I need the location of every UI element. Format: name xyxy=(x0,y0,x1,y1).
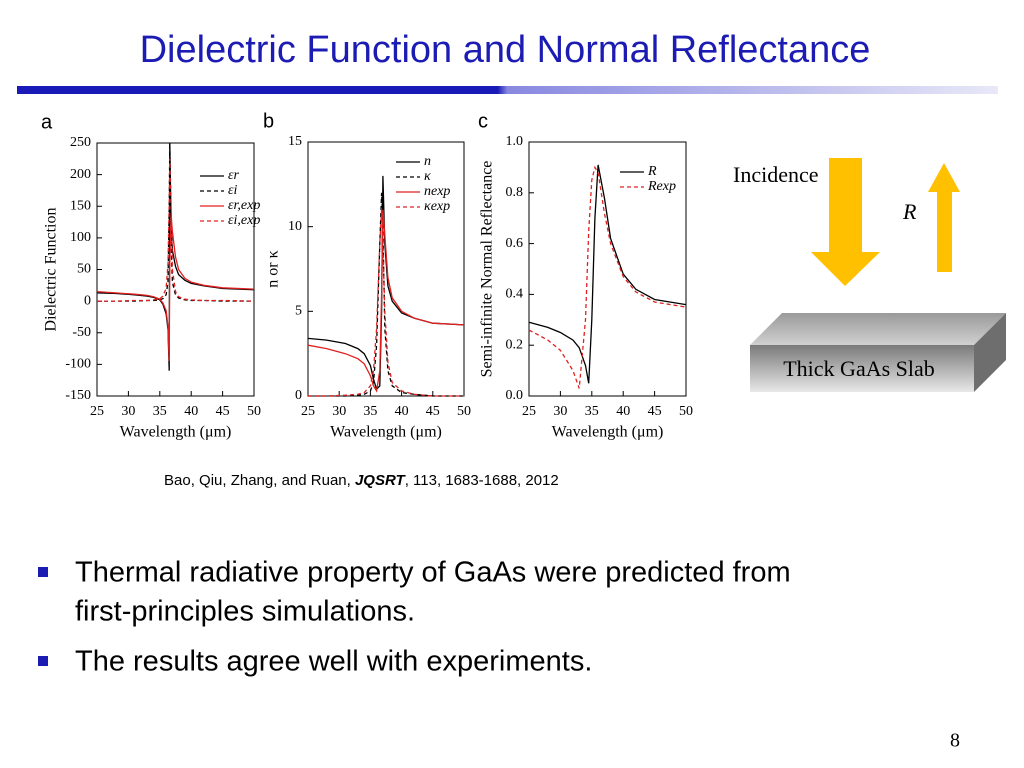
slab-label: Thick GaAs Slab xyxy=(783,356,935,381)
y-tick-label: -150 xyxy=(65,388,91,403)
x-tick-label: 45 xyxy=(648,404,662,419)
x-tick-label: 30 xyxy=(332,404,346,419)
y-tick-label: 0.2 xyxy=(506,337,524,352)
series-line xyxy=(528,165,687,389)
y-axis-label: n or κ xyxy=(265,250,282,287)
bullet-marker xyxy=(38,567,48,577)
incidence-label: Incidence xyxy=(733,162,819,187)
x-tick-label: 45 xyxy=(426,404,440,419)
slide-title: Dielectric Function and Normal Reflectan… xyxy=(140,29,871,71)
x-tick-label: 45 xyxy=(216,404,230,419)
series-line xyxy=(307,209,465,393)
x-axis-label: Wavelength (μm) xyxy=(552,424,664,441)
y-tick-label: -50 xyxy=(72,325,91,340)
citation-journal: JQSRT xyxy=(355,472,407,489)
series-line xyxy=(96,215,255,362)
bullet-text: The results agree well with experiments. xyxy=(75,646,592,678)
y-tick-label: 150 xyxy=(70,198,91,213)
legend-label: nexp xyxy=(424,184,450,199)
legend-label: εi xyxy=(228,183,238,198)
y-tick-label: 0.0 xyxy=(506,388,524,403)
y-axis-label: Semi-infinite Normal Reflectance xyxy=(479,161,496,378)
y-tick-label: 1.0 xyxy=(506,134,524,149)
legend-label: Rexp xyxy=(647,179,676,194)
diagram: Incidence R Thick GaAs Slab xyxy=(733,158,1006,392)
y-tick-label: 0.4 xyxy=(506,287,524,302)
bullet-marker xyxy=(38,656,48,666)
panel-label: a xyxy=(41,111,53,133)
y-tick-label: 0.8 xyxy=(506,185,524,200)
x-axis-label: Wavelength (μm) xyxy=(120,424,232,441)
series-line xyxy=(308,209,464,397)
x-axis-label: Wavelength (μm) xyxy=(330,424,442,441)
x-tick-label: 35 xyxy=(363,404,377,419)
x-tick-label: 25 xyxy=(301,404,315,419)
reflected-label: R xyxy=(902,199,917,224)
legend-label: εr,exp xyxy=(228,198,260,213)
x-tick-label: 40 xyxy=(395,404,409,419)
y-tick-label: 10 xyxy=(288,219,302,234)
citation-rest: , 113, 1683-1688, 2012 xyxy=(405,472,559,489)
slab-side xyxy=(974,313,1006,392)
chart-panel: a 25 30 35 40 45 50 -150 -100 -50 0 50 100 150 200 250 W… xyxy=(41,111,261,440)
chart-panel: b 25 30 35 40 45 50 0 5 10 15 Wavelength (μm) n or κ… xyxy=(263,110,471,440)
y-axis-label: Dielectric Function xyxy=(43,208,60,332)
series-line xyxy=(528,164,687,384)
bullet-text: Thermal radiative property of GaAs were … xyxy=(75,557,791,589)
citation: Bao, Qiu, Zhang, and Ruan, JQSRT, 113, 1… xyxy=(164,472,559,489)
citation-authors: Bao, Qiu, Zhang, and Ruan, xyxy=(164,472,355,489)
y-tick-label: 0.6 xyxy=(506,236,524,251)
x-tick-label: 50 xyxy=(679,404,693,419)
legend-label: εi,exp xyxy=(228,213,260,228)
legend-label: κ xyxy=(424,169,431,184)
chart-panel: c 25 30 35 40 45 50 0.0 0.2 0.4 0.6 0.8 1.0 Wavelengt… xyxy=(478,110,693,440)
legend-label: R xyxy=(647,164,657,179)
x-tick-label: 40 xyxy=(616,404,630,419)
x-tick-label: 30 xyxy=(121,404,135,419)
y-tick-label: 5 xyxy=(295,304,302,319)
reflected-arrow xyxy=(928,163,960,272)
panel-label: c xyxy=(478,110,488,132)
x-tick-label: 50 xyxy=(247,404,261,419)
slab-front xyxy=(750,345,974,392)
y-tick-label: 0 xyxy=(295,388,302,403)
y-tick-label: 100 xyxy=(70,230,91,245)
x-tick-label: 25 xyxy=(522,404,536,419)
plot-frame xyxy=(528,141,687,397)
y-tick-label: 0 xyxy=(84,293,91,308)
x-tick-label: 25 xyxy=(90,404,104,419)
x-tick-label: 35 xyxy=(153,404,167,419)
incidence-arrow xyxy=(811,158,880,286)
slab-top xyxy=(750,313,1006,345)
y-tick-label: -100 xyxy=(65,357,91,372)
page-number: 8 xyxy=(950,730,960,752)
x-tick-label: 30 xyxy=(553,404,567,419)
y-tick-label: 250 xyxy=(70,135,91,150)
y-tick-label: 50 xyxy=(77,262,91,277)
bullet-text: first-principles simulations. xyxy=(75,596,415,628)
x-tick-label: 40 xyxy=(184,404,198,419)
plot-frame xyxy=(307,141,465,397)
y-tick-label: 15 xyxy=(288,134,302,149)
legend-label: n xyxy=(424,154,431,169)
legend-label: κexp xyxy=(424,199,450,214)
series-line xyxy=(97,158,255,302)
panel-label: b xyxy=(263,110,274,132)
title-rule xyxy=(17,86,998,94)
y-tick-label: 200 xyxy=(70,167,91,182)
legend-label: εr xyxy=(228,168,240,183)
x-tick-label: 50 xyxy=(457,404,471,419)
x-tick-label: 35 xyxy=(585,404,599,419)
series-line xyxy=(308,192,464,397)
